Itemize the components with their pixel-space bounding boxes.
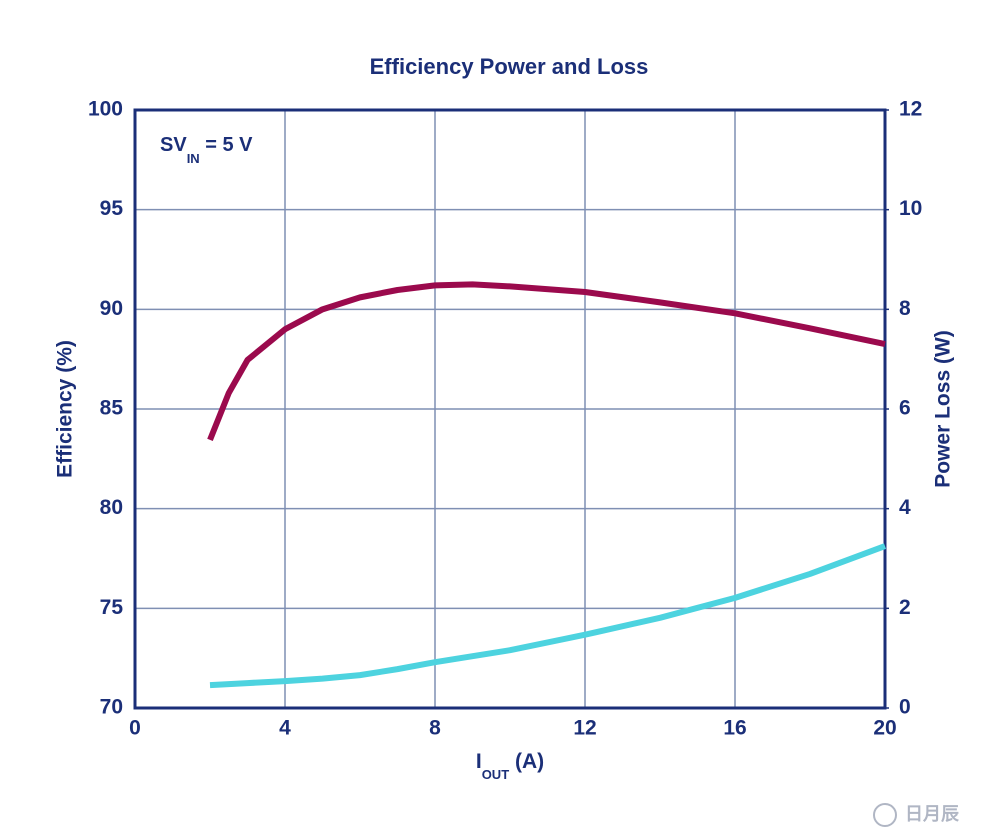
y-axis-label: Efficiency (%)	[54, 340, 77, 478]
y-tick-label: 75	[100, 596, 124, 619]
annotation-sub: IN	[187, 151, 200, 166]
plot-frame	[133, 108, 887, 710]
y2-tick-label: 10	[899, 197, 922, 220]
y2-axis-label: Power Loss (W)	[932, 330, 955, 488]
x-tick-label: 16	[723, 717, 746, 740]
x-label-text: I	[476, 750, 482, 773]
y2-tick-label: 8	[899, 297, 911, 320]
x-tick-label: 12	[573, 717, 596, 740]
y-tick-label: 90	[100, 297, 123, 320]
y2-tick-label: 6	[899, 397, 911, 420]
y2-tick-label: 0	[899, 696, 911, 719]
y-tick-label: 70	[100, 696, 123, 719]
y2-tick-label: 4	[899, 496, 911, 519]
y-tick-label: 80	[100, 496, 123, 519]
annotation-rest: = 5 V	[200, 134, 253, 156]
annotation-text: SV	[160, 134, 187, 156]
x-tick-label: 8	[429, 717, 441, 740]
watermark: 日月辰	[905, 804, 959, 824]
chart-title: Efficiency Power and Loss	[370, 54, 649, 79]
watermark-logo	[873, 803, 897, 827]
series-line	[209, 543, 887, 689]
y-tick-label: 85	[100, 397, 124, 420]
y2-tick-label: 12	[899, 98, 922, 121]
x-tick-label: 20	[873, 717, 896, 740]
x-axis-label: IOUT (A)	[476, 750, 544, 783]
y-tick-label: 95	[100, 197, 124, 220]
x-label-rest: (A)	[509, 750, 544, 773]
y-tick-label: 100	[88, 98, 123, 121]
x-tick-label: 0	[129, 717, 141, 740]
y2-tick-label: 2	[899, 596, 911, 619]
x-label-sub: OUT	[482, 767, 510, 782]
x-tick-label: 4	[279, 717, 291, 740]
series-line	[207, 281, 886, 442]
annotation: SVIN = 5 V	[160, 134, 253, 166]
